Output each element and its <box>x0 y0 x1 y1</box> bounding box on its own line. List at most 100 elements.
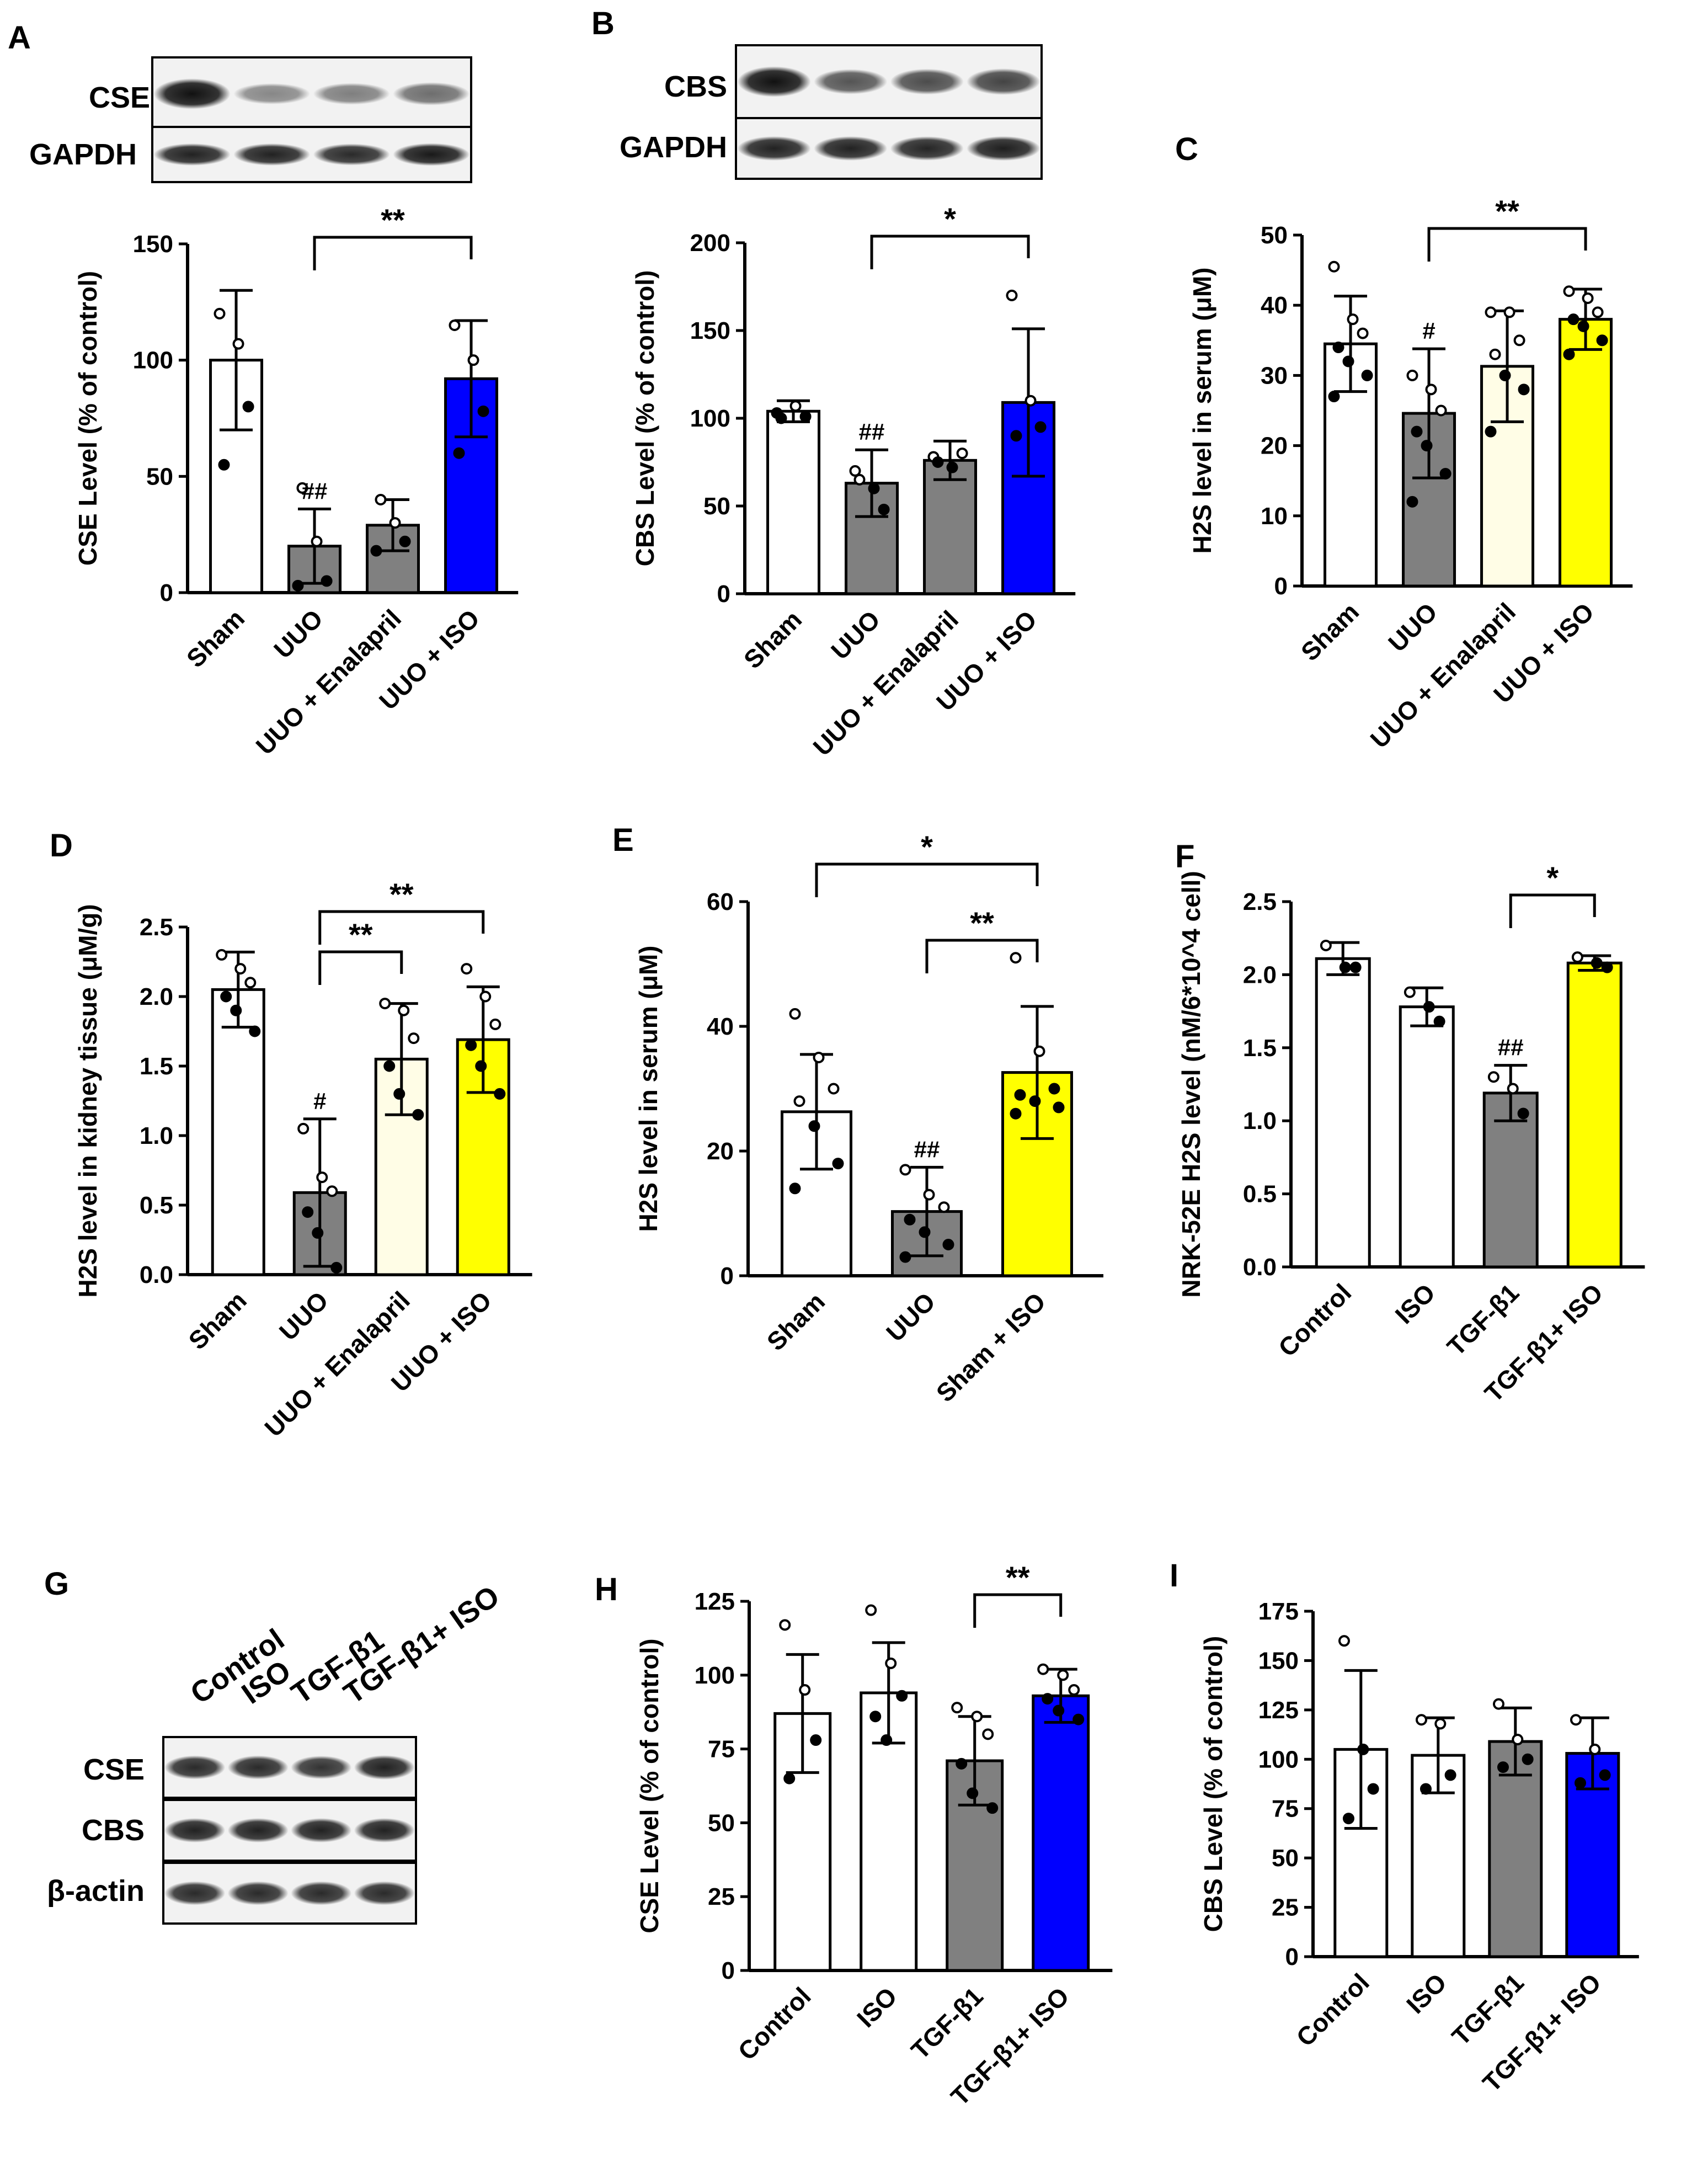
y-tick-label: 1.0 <box>1243 1107 1277 1134</box>
blot-b-gapdh <box>735 117 1043 180</box>
blot-g-cbs <box>162 1799 417 1862</box>
data-point <box>899 1251 911 1263</box>
data-point <box>1599 1769 1611 1781</box>
blot-a-gapdh-band <box>233 143 311 166</box>
chart-b: 0 50 100 150 200 CBS Level (% of control) Sham… <box>631 201 1076 761</box>
significance-bracket-0 <box>815 862 1039 897</box>
x-tick-label-1: ISO <box>851 1981 903 2033</box>
data-point <box>880 1734 893 1746</box>
data-point <box>779 1619 791 1631</box>
y-tick-label: 100 <box>1258 1746 1299 1773</box>
y-tick-label: 150 <box>1258 1647 1299 1674</box>
significance-label-0: * <box>1546 860 1559 895</box>
data-point <box>1574 1777 1586 1789</box>
y-axis-title: CSE Level (% of control) <box>73 271 102 566</box>
data-point <box>1010 952 1022 964</box>
blot-g-cbs-band <box>227 1818 289 1843</box>
blot-g-cse-band <box>291 1755 352 1780</box>
data-point <box>1349 961 1362 973</box>
y-tick-label: 100 <box>695 1662 735 1689</box>
blot-b-label-gapdh: GAPDH <box>620 131 727 164</box>
y-tick-label: 1.5 <box>140 1053 173 1080</box>
blot-layer: CSEGAPDHCBSGAPDHControlISOTGF-β1TGF-β1+ … <box>29 44 1043 1925</box>
data-point <box>1485 306 1497 318</box>
bar-3 <box>1032 1694 1090 1972</box>
data-point <box>1342 1813 1354 1825</box>
blot-g-bactin-band <box>164 1881 226 1905</box>
data-point <box>1328 391 1340 403</box>
data-point <box>1072 1713 1085 1725</box>
blot-g-bactin-band <box>354 1881 415 1905</box>
data-point <box>311 535 323 547</box>
data-point <box>1489 348 1501 360</box>
data-point <box>1507 1083 1519 1095</box>
data-point <box>1406 496 1418 508</box>
data-point <box>789 400 802 412</box>
bar-2 <box>1488 1740 1543 1958</box>
significance-label-0: * <box>921 829 933 864</box>
data-point <box>1435 404 1447 417</box>
y-tick-label: 0 <box>717 580 730 608</box>
chart-h: 0 25 50 75 100 125 CSE Level (% of control) Con… <box>635 1560 1113 2111</box>
data-point <box>1048 1083 1060 1095</box>
data-point <box>783 1772 796 1785</box>
data-point <box>919 1226 931 1238</box>
data-point <box>1014 1089 1026 1101</box>
y-axis-title: NRK-52E H2S level (nM/6*10^4 cell) <box>1177 871 1205 1297</box>
significance-bracket-1 <box>318 910 485 945</box>
data-point <box>216 949 228 961</box>
x-tick-label-1: UUO <box>274 1286 334 1346</box>
y-tick-label: 1.5 <box>1243 1035 1277 1062</box>
y-tick-label: 0 <box>721 1263 734 1290</box>
significance-label-0: ** <box>381 203 405 237</box>
y-tick-label: 30 <box>1261 362 1288 389</box>
data-point <box>475 1060 487 1072</box>
data-point <box>1411 425 1423 438</box>
y-tick-label: 0.0 <box>1243 1254 1277 1281</box>
data-point <box>923 1189 935 1201</box>
panel-label-f: F <box>1175 839 1194 875</box>
y-tick-label: 20 <box>707 1138 734 1165</box>
data-point <box>938 1201 950 1213</box>
data-point <box>453 447 465 459</box>
data-point <box>1577 320 1589 332</box>
x-tick-label-0: Sham <box>183 1286 252 1355</box>
blot-a-gapdh-band <box>393 143 470 166</box>
blot-g-cbs-band <box>354 1818 415 1843</box>
significance-bracket-0 <box>1509 893 1596 928</box>
data-point <box>1518 383 1530 396</box>
panel-label-i: I <box>1170 1558 1178 1594</box>
data-point <box>321 575 333 587</box>
significance-mark-0: # <box>1422 318 1435 344</box>
blot-a-label-cse: CSE <box>89 81 150 114</box>
data-point <box>326 1185 338 1197</box>
data-point <box>868 482 880 494</box>
y-tick-label: 150 <box>133 231 173 258</box>
chart-e: 0 20 40 60 H2S level in serum (μM) Sham UUOSha… <box>634 829 1103 1408</box>
data-point <box>398 1004 410 1016</box>
significance-label-1: ** <box>970 905 994 940</box>
significance-mark-0: ## <box>914 1136 940 1162</box>
data-point <box>1053 1101 1065 1114</box>
data-point <box>1512 1734 1524 1746</box>
blot-b-gapdh-band <box>890 136 964 161</box>
data-point <box>1057 1669 1069 1681</box>
y-tick-label: 200 <box>690 230 730 257</box>
y-tick-label: 175 <box>1258 1598 1299 1625</box>
data-point <box>942 1239 954 1250</box>
data-point <box>1433 1015 1445 1027</box>
data-point <box>494 1088 506 1100</box>
y-tick-label: 20 <box>1261 433 1288 460</box>
data-point <box>1439 467 1451 480</box>
data-point <box>218 459 230 471</box>
data-point <box>971 1711 983 1723</box>
data-point <box>813 1052 825 1063</box>
y-tick-label: 50 <box>708 1809 735 1836</box>
data-point <box>1415 1714 1427 1726</box>
y-axis-title: H2S level in serum (μM) <box>634 946 663 1232</box>
data-point <box>393 1088 405 1100</box>
blot-g-label-cse: CSE <box>83 1753 145 1786</box>
data-point <box>232 338 244 350</box>
data-point <box>1347 313 1359 326</box>
data-point <box>885 1657 897 1669</box>
